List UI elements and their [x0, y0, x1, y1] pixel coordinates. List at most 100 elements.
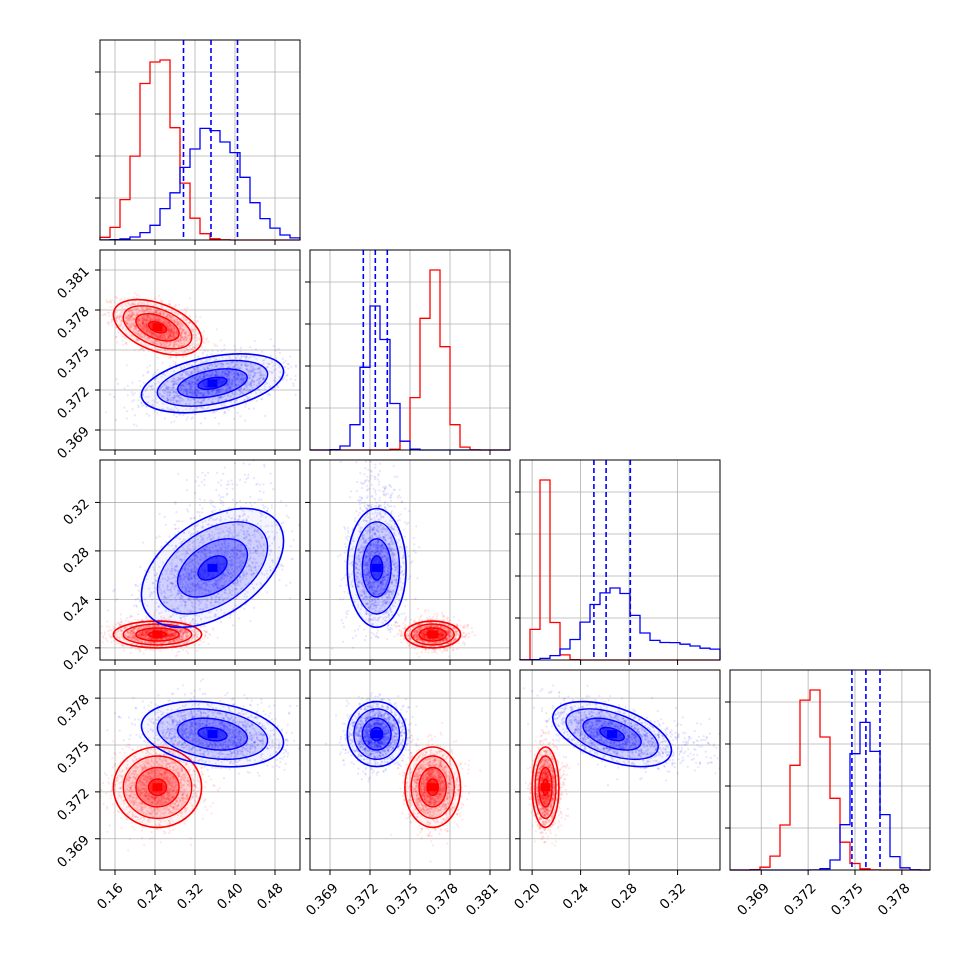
scatter-point: [284, 365, 287, 368]
scatter-point: [158, 335, 161, 338]
scatter-point: [177, 322, 181, 325]
scatter-point: [169, 325, 172, 328]
scatter-point: [162, 321, 165, 324]
scatter-point: [115, 296, 119, 299]
scatter-point: [129, 315, 132, 318]
scatter-point: [158, 333, 162, 336]
scatter-point: [162, 321, 165, 324]
scatter-point: [101, 314, 104, 317]
scatter-point: [188, 347, 191, 350]
scatter-point: [139, 332, 142, 335]
scatter-point: [180, 323, 183, 326]
scatter-point: [155, 318, 158, 322]
scatter-point: [147, 414, 151, 417]
scatter-point: [137, 331, 140, 334]
scatter-point: [141, 321, 145, 324]
scatter-point: [188, 345, 191, 348]
scatter-point: [134, 325, 137, 328]
scatter-point: [172, 332, 175, 335]
scatter-point: [173, 319, 176, 323]
scatter-point: [144, 325, 147, 328]
scatter-point: [158, 318, 161, 321]
scatter-point: [115, 317, 118, 320]
scatter-point: [190, 348, 193, 351]
scatter-point: [106, 301, 109, 304]
scatter-point: [182, 338, 186, 341]
scatter-point: [164, 342, 167, 345]
scatter-point: [179, 338, 183, 341]
scatter-point: [144, 328, 147, 332]
scatter-point: [104, 313, 107, 317]
scatter-point: [130, 334, 133, 337]
scatter-point: [110, 302, 113, 305]
scatter-point: [131, 408, 134, 411]
scatter-point: [120, 333, 123, 336]
scatter-point: [149, 307, 152, 310]
scatter-point: [146, 307, 149, 310]
scatter-point: [179, 339, 182, 342]
scatter-point: [135, 332, 138, 335]
scatter-point: [169, 355, 172, 358]
scatter-point: [132, 399, 136, 402]
scatter-point: [117, 324, 120, 327]
scatter-point: [176, 323, 179, 326]
scatter-point: [142, 324, 146, 327]
scatter-point: [136, 322, 139, 326]
scatter-point: [171, 328, 174, 331]
scatter-point: [126, 333, 129, 336]
scatter-point: [157, 317, 160, 320]
scatter-point: [138, 329, 141, 333]
scatter-point: [172, 333, 176, 336]
scatter-point: [164, 323, 168, 326]
scatter-point: [177, 338, 180, 341]
scatter-point: [184, 335, 187, 339]
scatter-point: [182, 328, 185, 331]
scatter-point: [130, 319, 134, 322]
scatter-point: [161, 337, 164, 340]
scatter-point: [177, 321, 180, 324]
scatter-point: [194, 413, 197, 416]
scatter-point: [175, 332, 178, 335]
scatter-point: [155, 334, 158, 338]
scatter-point: [121, 320, 124, 323]
scatter-point: [129, 322, 133, 325]
scatter-point: [134, 325, 137, 328]
scatter-point: [213, 343, 216, 346]
scatter-point: [142, 336, 146, 339]
scatter-point: [135, 296, 138, 299]
scatter-point: [274, 349, 277, 352]
scatter-point: [174, 363, 177, 366]
scatter-point: [168, 344, 171, 347]
scatter-point: [228, 409, 231, 412]
scatter-point: [171, 328, 174, 331]
scatter-point: [174, 304, 178, 307]
scatter-point: [139, 334, 142, 337]
scatter-point: [177, 340, 180, 343]
scatter-point: [158, 335, 161, 338]
scatter-point: [142, 325, 145, 328]
scatter-point: [126, 318, 130, 322]
scatter-point: [126, 319, 129, 322]
scatter-point: [171, 334, 174, 338]
scatter-point: [160, 309, 163, 312]
scatter-point: [161, 337, 164, 340]
scatter-point: [195, 320, 198, 323]
scatter-point: [132, 324, 136, 327]
scatter-point: [141, 322, 144, 325]
scatter-point: [193, 644, 196, 647]
scatter-point: [166, 338, 169, 341]
scatter-point: [185, 310, 188, 313]
scatter-point: [131, 322, 135, 325]
scatter-point: [187, 334, 190, 337]
scatter-point: [166, 330, 170, 333]
scatter-point: [110, 641, 113, 644]
scatter-point: [185, 650, 188, 653]
scatter-point: [145, 308, 148, 311]
scatter-point: [136, 338, 139, 341]
scatter-point: [173, 321, 176, 324]
scatter-point: [135, 311, 138, 314]
scatter-point: [164, 343, 167, 346]
scatter-point: [164, 335, 167, 338]
scatter-point: [170, 648, 174, 651]
scatter-point: [220, 349, 223, 352]
